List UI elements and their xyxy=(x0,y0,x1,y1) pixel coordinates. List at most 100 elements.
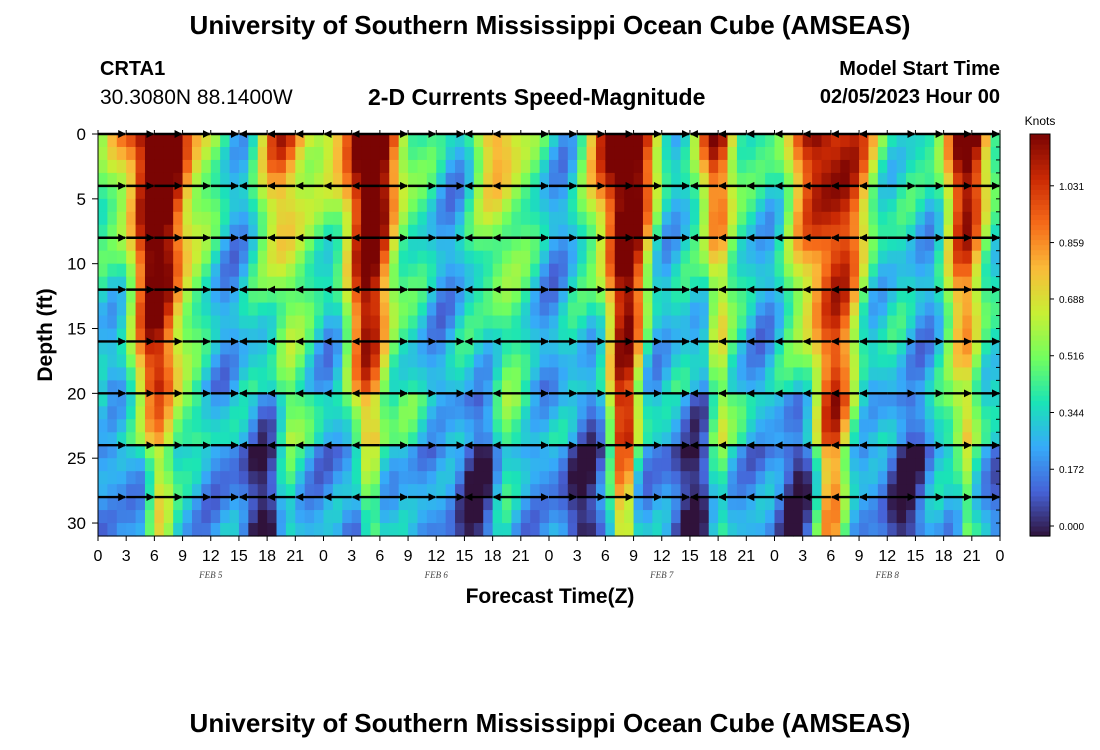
heatmap-cell xyxy=(295,419,306,433)
heatmap-cell xyxy=(924,289,935,304)
heatmap-cell xyxy=(238,523,249,537)
heatmap-cell xyxy=(238,185,249,200)
heatmap-cell xyxy=(173,263,184,278)
heatmap-cell xyxy=(774,393,785,407)
heatmap-cell xyxy=(652,393,663,407)
heatmap-cell xyxy=(116,302,127,317)
heatmap-cell xyxy=(408,510,419,524)
heatmap-cell xyxy=(163,341,174,356)
heatmap-cell xyxy=(361,523,372,537)
heatmap-cell xyxy=(173,250,184,265)
heatmap-cell xyxy=(238,146,249,161)
heatmap-cell xyxy=(558,211,569,226)
heatmap-cell xyxy=(144,419,155,433)
heatmap-cell xyxy=(990,484,1001,498)
heatmap-cell xyxy=(671,458,682,472)
heatmap-cell xyxy=(755,523,766,537)
heatmap-cell xyxy=(379,198,390,213)
heatmap-cell xyxy=(295,315,306,330)
heatmap-cell xyxy=(990,185,1001,200)
colorbar-band xyxy=(1030,335,1050,341)
heatmap-cell xyxy=(210,510,221,524)
heatmap-cell xyxy=(436,250,447,265)
heatmap-cell xyxy=(135,328,146,343)
heatmap-cell xyxy=(295,185,306,200)
heatmap-cell xyxy=(661,406,672,420)
heatmap-cell xyxy=(868,484,879,498)
heatmap-cell xyxy=(549,367,559,381)
heatmap-cell xyxy=(868,315,879,330)
heatmap-cell xyxy=(680,250,691,265)
heatmap-cell xyxy=(257,237,268,252)
heatmap-cell xyxy=(746,458,757,472)
heatmap-cell xyxy=(934,458,945,472)
heatmap-cell xyxy=(285,237,296,252)
heatmap-cell xyxy=(727,523,738,537)
heatmap-cell xyxy=(220,146,231,161)
heatmap-cell xyxy=(379,289,390,304)
heatmap-cell xyxy=(539,289,550,304)
heatmap-cell xyxy=(774,458,785,472)
heatmap-cell xyxy=(624,172,635,187)
heatmap-cell xyxy=(182,250,193,265)
heatmap-cell xyxy=(492,354,503,369)
heatmap-cell xyxy=(990,134,1001,148)
heatmap-cell xyxy=(802,302,813,317)
heatmap-cell xyxy=(924,211,935,226)
heatmap-cell xyxy=(689,198,700,213)
heatmap-cell xyxy=(144,406,155,420)
heatmap-cell xyxy=(191,159,202,174)
heatmap-cell xyxy=(361,445,372,459)
heatmap-cell xyxy=(840,134,851,148)
heatmap-cell xyxy=(126,159,137,174)
heatmap-cell xyxy=(614,419,625,433)
heatmap-cell xyxy=(567,185,578,200)
heatmap-cell xyxy=(906,419,917,433)
heatmap-cell xyxy=(248,445,259,459)
heatmap-cell xyxy=(473,328,484,343)
heatmap-cell xyxy=(906,328,917,343)
heatmap-cell xyxy=(502,302,513,317)
heatmap-cell xyxy=(727,315,738,330)
heatmap-cell xyxy=(586,393,597,407)
heatmap-cell xyxy=(285,497,296,511)
heatmap-cell xyxy=(464,484,475,498)
heatmap-cell xyxy=(567,341,578,356)
heatmap-cell xyxy=(953,406,964,420)
heatmap-cell xyxy=(304,406,315,420)
heatmap-cell xyxy=(877,458,888,472)
heatmap-cell xyxy=(906,276,917,291)
heatmap-cell xyxy=(285,341,296,356)
colorbar-tick-label: 0.859 xyxy=(1059,239,1084,250)
heatmap-cell xyxy=(116,341,127,356)
heatmap-cell xyxy=(727,341,738,356)
heatmap-cell xyxy=(868,263,879,278)
heatmap-cell xyxy=(323,211,334,226)
heatmap-cell xyxy=(971,354,982,369)
heatmap-cell xyxy=(295,302,306,317)
colorbar-band xyxy=(1030,515,1050,522)
heatmap-cell xyxy=(605,458,616,472)
heatmap-cell xyxy=(314,172,325,187)
heatmap-cell xyxy=(859,263,870,278)
heatmap-cell xyxy=(774,419,785,433)
heatmap-cell xyxy=(135,250,146,265)
heatmap-cell xyxy=(248,302,259,317)
heatmap-cell xyxy=(191,393,202,407)
heatmap-cell xyxy=(699,159,710,174)
heatmap-cell xyxy=(746,445,757,459)
heatmap-cell xyxy=(483,419,494,433)
heatmap-cell xyxy=(990,458,1001,472)
heatmap-cell xyxy=(624,406,635,420)
heatmap-cell xyxy=(426,289,437,304)
heatmap-cell xyxy=(408,367,419,381)
heatmap-cell xyxy=(633,224,644,239)
heatmap-cell xyxy=(699,458,710,472)
heatmap-cell xyxy=(332,484,343,498)
heatmap-cell xyxy=(229,237,240,252)
heatmap-cell xyxy=(652,172,663,187)
heatmap-cell xyxy=(953,471,964,485)
heatmap-cell xyxy=(549,419,559,433)
heatmap-cell xyxy=(144,432,155,446)
x-tick-label: 15 xyxy=(230,548,248,565)
